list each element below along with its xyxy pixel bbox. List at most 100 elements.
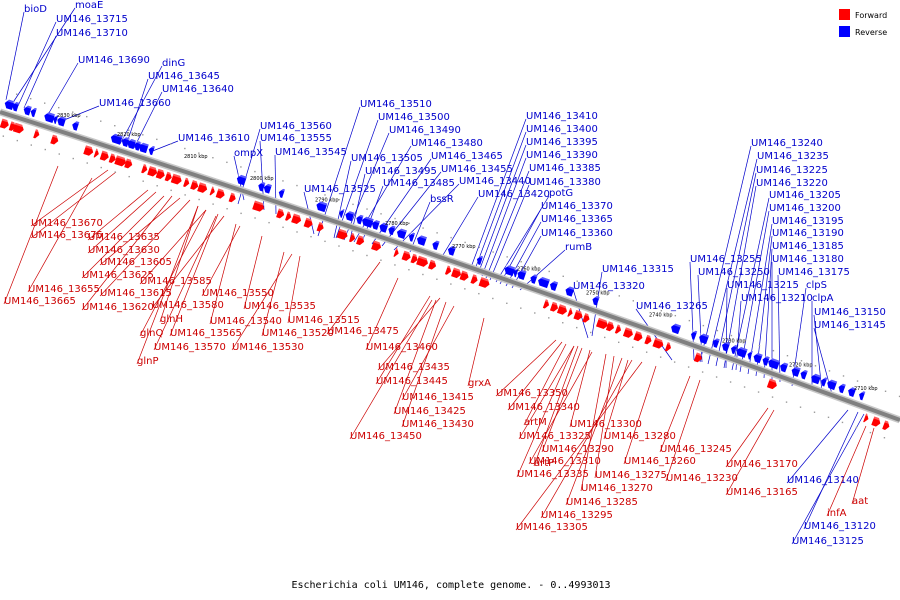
gene-label: UM146_13305 <box>516 522 588 533</box>
tick-dot-upper <box>212 157 214 159</box>
gene-arrow <box>361 216 374 228</box>
forward-gene <box>428 259 438 270</box>
leader-line <box>699 145 752 363</box>
forward-gene <box>141 164 149 174</box>
tick-dot-upper <box>142 134 144 136</box>
gene-arrow <box>190 180 199 190</box>
tick-dot-lower <box>520 307 522 309</box>
gene-arrow <box>252 200 265 212</box>
gene-label: UM146_13565 <box>170 328 242 339</box>
tick-dot-upper <box>58 106 60 109</box>
tick-dot-lower <box>869 431 872 434</box>
leader-line <box>401 301 447 428</box>
gene-arrow <box>780 362 789 373</box>
leader-line <box>523 343 567 426</box>
gene-arrow <box>388 225 396 236</box>
leader-line <box>777 274 781 383</box>
gene-arrow <box>110 133 123 145</box>
leader-line <box>139 209 207 285</box>
gene-label: UM146_13165 <box>726 487 798 498</box>
gene-highlight <box>111 132 123 139</box>
leader-line <box>231 253 293 351</box>
tick-dot-upper <box>842 375 845 377</box>
gene-arrow <box>447 245 457 256</box>
gene-label: UM146_13120 <box>804 521 876 532</box>
reverse-gene <box>768 357 781 370</box>
tick-dot-lower <box>422 273 424 276</box>
gene-highlight <box>418 255 430 262</box>
tick-dot-lower <box>701 371 704 373</box>
forward-gene <box>542 299 551 309</box>
forward-gene <box>459 270 470 281</box>
tick-dot-lower <box>883 437 886 439</box>
forward-gene <box>155 168 167 179</box>
gene-highlight <box>593 294 600 299</box>
gene-highlight <box>53 114 59 118</box>
gene-arrow <box>147 166 158 177</box>
tick-dot-upper <box>856 380 859 382</box>
gene-highlight <box>357 213 364 218</box>
leader-line <box>377 297 441 371</box>
reverse-gene <box>504 264 516 277</box>
gene-highlight <box>139 141 149 147</box>
gene-label: clpS <box>806 280 827 291</box>
gene-highlight <box>254 200 266 206</box>
forward-gene <box>228 192 238 203</box>
tick-dot-lower <box>226 208 228 210</box>
gene-highlight <box>518 268 527 274</box>
gene-arrow <box>432 240 440 251</box>
gene-highlight <box>346 210 355 215</box>
gene-arrow <box>393 248 399 257</box>
gene-label: UM146_13190 <box>772 228 844 239</box>
gene-arrow <box>124 158 133 169</box>
gene-arrow <box>416 255 428 267</box>
gene-label: UM146_13555 <box>260 133 332 144</box>
forward-gene <box>393 248 401 257</box>
forward-gene <box>50 134 60 145</box>
gene-highlight <box>430 259 438 264</box>
gene-arrow <box>699 333 710 345</box>
tick-dot-upper <box>548 270 550 273</box>
gene-arrow <box>459 270 469 281</box>
gene-arrow <box>215 188 225 199</box>
tick-label: 2800 kbp <box>250 176 274 182</box>
forward-gene <box>348 232 357 243</box>
reverse-gene <box>361 215 374 228</box>
backbone-line <box>0 110 900 422</box>
gene-arrow <box>141 164 148 174</box>
forward-gene <box>316 222 326 232</box>
tick-dot-upper <box>604 290 606 292</box>
forward-gene <box>596 317 610 330</box>
tick-dot-upper <box>702 324 705 327</box>
leader-line <box>594 355 615 479</box>
gene-label: glnQ <box>140 328 163 339</box>
leader-line <box>851 427 875 505</box>
reverse-gene <box>791 365 801 377</box>
tick-dot-upper <box>590 285 592 287</box>
gene-highlight <box>780 361 789 366</box>
leader-line <box>169 213 219 337</box>
tick-dot-lower <box>604 336 606 339</box>
leader-line <box>133 91 163 149</box>
reverse-gene <box>671 322 682 335</box>
gene-arrow <box>504 265 516 277</box>
gene-arrow <box>99 150 109 161</box>
gene-arrow <box>134 141 142 151</box>
forward-gene <box>197 182 209 193</box>
tick-dot-lower <box>478 292 480 295</box>
reverse-gene <box>23 104 32 116</box>
tick-dot-lower <box>16 139 19 142</box>
gene-highlight <box>172 173 184 179</box>
gene-arrow <box>848 387 857 398</box>
forward-gene <box>567 307 575 317</box>
gene-highlight <box>448 244 457 250</box>
gene-label: UM146_13325 <box>519 431 591 442</box>
gene-label: UM146_13710 <box>56 28 128 39</box>
leader-line <box>813 314 823 393</box>
gene-arrow <box>428 259 437 270</box>
gene-label: UM146_13230 <box>666 473 738 484</box>
gene-arrow <box>83 145 94 156</box>
gene-arrow <box>379 222 389 233</box>
gene-highlight <box>691 329 698 334</box>
leader-line <box>511 235 542 289</box>
